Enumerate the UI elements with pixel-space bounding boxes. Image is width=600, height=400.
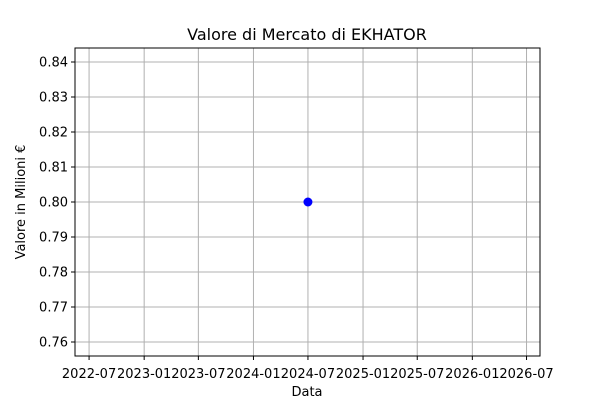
x-tick-label: 2024-07 [281, 367, 335, 382]
y-tick-label: 0.80 [39, 196, 68, 211]
chart-title: Valore di Mercato di EKHATOR [187, 25, 427, 44]
y-tick-label: 0.84 [39, 56, 68, 71]
y-tick-label: 0.77 [39, 301, 68, 316]
y-tick-label: 0.76 [39, 336, 68, 351]
x-tick-label: 2026-07 [499, 367, 553, 382]
x-axis-label: Data [291, 385, 322, 400]
y-tick-label: 0.79 [39, 231, 68, 246]
plot-frame [74, 47, 541, 357]
y-tick-label: 0.81 [39, 161, 68, 176]
x-tick-label: 2026-01 [445, 367, 499, 382]
x-tick-label: 2025-01 [336, 367, 390, 382]
x-tick-label: 2022-07 [62, 367, 116, 382]
x-tick-label: 2025-07 [390, 367, 444, 382]
x-tick-label: 2024-01 [226, 367, 280, 382]
x-tick-label: 2023-01 [117, 367, 171, 382]
y-axis-label: Valore in Milioni € [14, 145, 29, 260]
x-tick-label: 2023-07 [171, 367, 225, 382]
y-tick-label: 0.83 [39, 91, 68, 106]
data-point [303, 197, 313, 207]
ticks: 2022-07 2023-01 2023-07 2024-01 2024-07 2025-… [39, 56, 554, 383]
data-points [303, 197, 313, 207]
y-tick-label: 0.82 [39, 126, 68, 141]
y-tick-label: 0.78 [39, 266, 68, 281]
